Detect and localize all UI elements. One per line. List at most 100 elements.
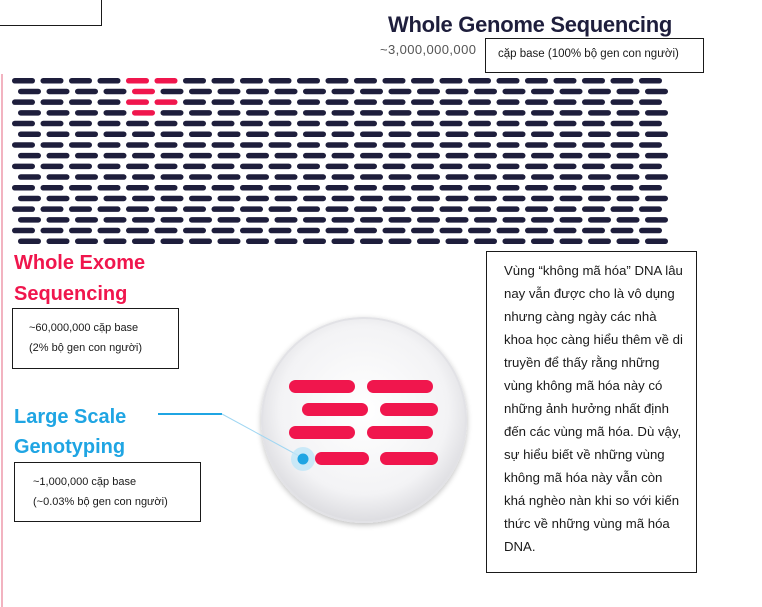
genome-dash <box>496 227 520 234</box>
genome-dash <box>525 78 548 84</box>
genome-dash <box>354 120 377 127</box>
genome-dash <box>382 206 406 212</box>
wgs-count: ~3,000,000,000 <box>380 42 477 57</box>
genome-dash <box>502 217 526 223</box>
genome-dash <box>360 238 383 244</box>
genome-dash <box>360 110 383 116</box>
genome-dash <box>303 238 326 244</box>
genome-dash <box>297 227 320 234</box>
genome-dash <box>582 206 605 212</box>
genome-dash <box>616 174 640 180</box>
genome-dash <box>97 163 121 170</box>
genome-dash <box>417 131 440 137</box>
genome-dash <box>559 110 583 116</box>
genome-dash <box>411 185 434 191</box>
genome-dash <box>274 88 298 95</box>
genome-dash <box>97 78 121 84</box>
genome-dash <box>46 195 70 202</box>
genome-dash <box>354 227 377 234</box>
genome-dash <box>559 238 583 244</box>
lsg-percent: (~0.03% bộ gen con người) <box>33 496 168 508</box>
genome-dash <box>388 217 412 223</box>
genome-dash <box>160 195 184 202</box>
genome-dash <box>246 152 269 159</box>
genome-dash <box>268 163 292 170</box>
genome-dash <box>325 99 349 105</box>
genome-dash <box>496 185 520 191</box>
genome-dash <box>246 217 269 223</box>
genome-dash <box>388 195 412 202</box>
genome-dash <box>46 131 70 137</box>
genome-dash <box>639 99 662 105</box>
genome-dash <box>610 99 634 105</box>
genome-dash <box>12 120 35 127</box>
genome-dash <box>75 88 98 95</box>
genome-dash <box>211 206 235 212</box>
genome-dash <box>588 195 611 202</box>
genome-dash <box>610 185 634 191</box>
genome-dash <box>417 152 440 159</box>
genome-dash <box>610 227 634 234</box>
genome-dash <box>417 88 440 95</box>
genome-dash <box>297 185 320 191</box>
genome-dash <box>616 110 640 116</box>
genome-dash <box>240 99 263 105</box>
genome-dash <box>69 206 92 212</box>
genome-dash <box>354 206 377 212</box>
genome-dash <box>331 238 355 244</box>
genome-dash <box>382 185 406 191</box>
genome-dash <box>18 131 41 137</box>
lsg-connector-diagonal <box>221 413 302 458</box>
genome-dash <box>132 217 155 223</box>
genome-dash <box>502 110 526 116</box>
genome-dash <box>582 185 605 191</box>
genome-dash <box>417 195 440 202</box>
genome-dash <box>18 217 41 223</box>
genome-dash <box>297 120 320 127</box>
genome-dash <box>331 195 355 202</box>
genome-dash <box>411 227 434 234</box>
genome-dash <box>445 152 469 159</box>
genome-dash <box>468 227 491 234</box>
genome-dash <box>559 131 583 137</box>
genome-dash <box>388 88 412 95</box>
genome-dash <box>639 227 662 234</box>
genome-dash <box>97 142 121 148</box>
genome-dash <box>559 152 583 159</box>
wes-count: ~60,000,000 cặp base <box>29 322 139 334</box>
genome-dash <box>246 131 269 137</box>
genome-dash <box>103 174 127 180</box>
exome-dash <box>154 78 178 84</box>
genome-dash <box>417 238 440 244</box>
genome-dash <box>160 88 184 95</box>
genome-dash <box>645 88 668 95</box>
genome-dash <box>417 110 440 116</box>
genome-dash <box>582 142 605 148</box>
genome-dash <box>217 195 241 202</box>
genome-dash <box>97 185 121 191</box>
zoom-exome-dash <box>367 380 433 393</box>
genome-dash <box>132 238 155 244</box>
genome-dash <box>40 206 64 212</box>
genome-dash <box>12 78 35 84</box>
genome-dash <box>240 163 263 170</box>
genome-dash <box>189 131 212 137</box>
genome-dash <box>553 78 577 84</box>
left-accent-line <box>1 74 3 607</box>
genome-dash <box>502 88 526 95</box>
genome-dash <box>160 152 184 159</box>
genome-dash <box>75 174 98 180</box>
genome-dash <box>439 142 463 148</box>
genome-dash <box>354 142 377 148</box>
genome-dash <box>189 174 212 180</box>
exome-dash <box>126 78 149 84</box>
genome-dash <box>69 163 92 170</box>
genome-dash <box>502 238 526 244</box>
genome-dash <box>46 110 70 116</box>
genome-dash <box>240 120 263 127</box>
genome-dash <box>18 110 41 116</box>
genome-dash <box>18 88 41 95</box>
genome-dash <box>588 88 611 95</box>
genome-dash <box>217 131 241 137</box>
genome-dash <box>303 217 326 223</box>
